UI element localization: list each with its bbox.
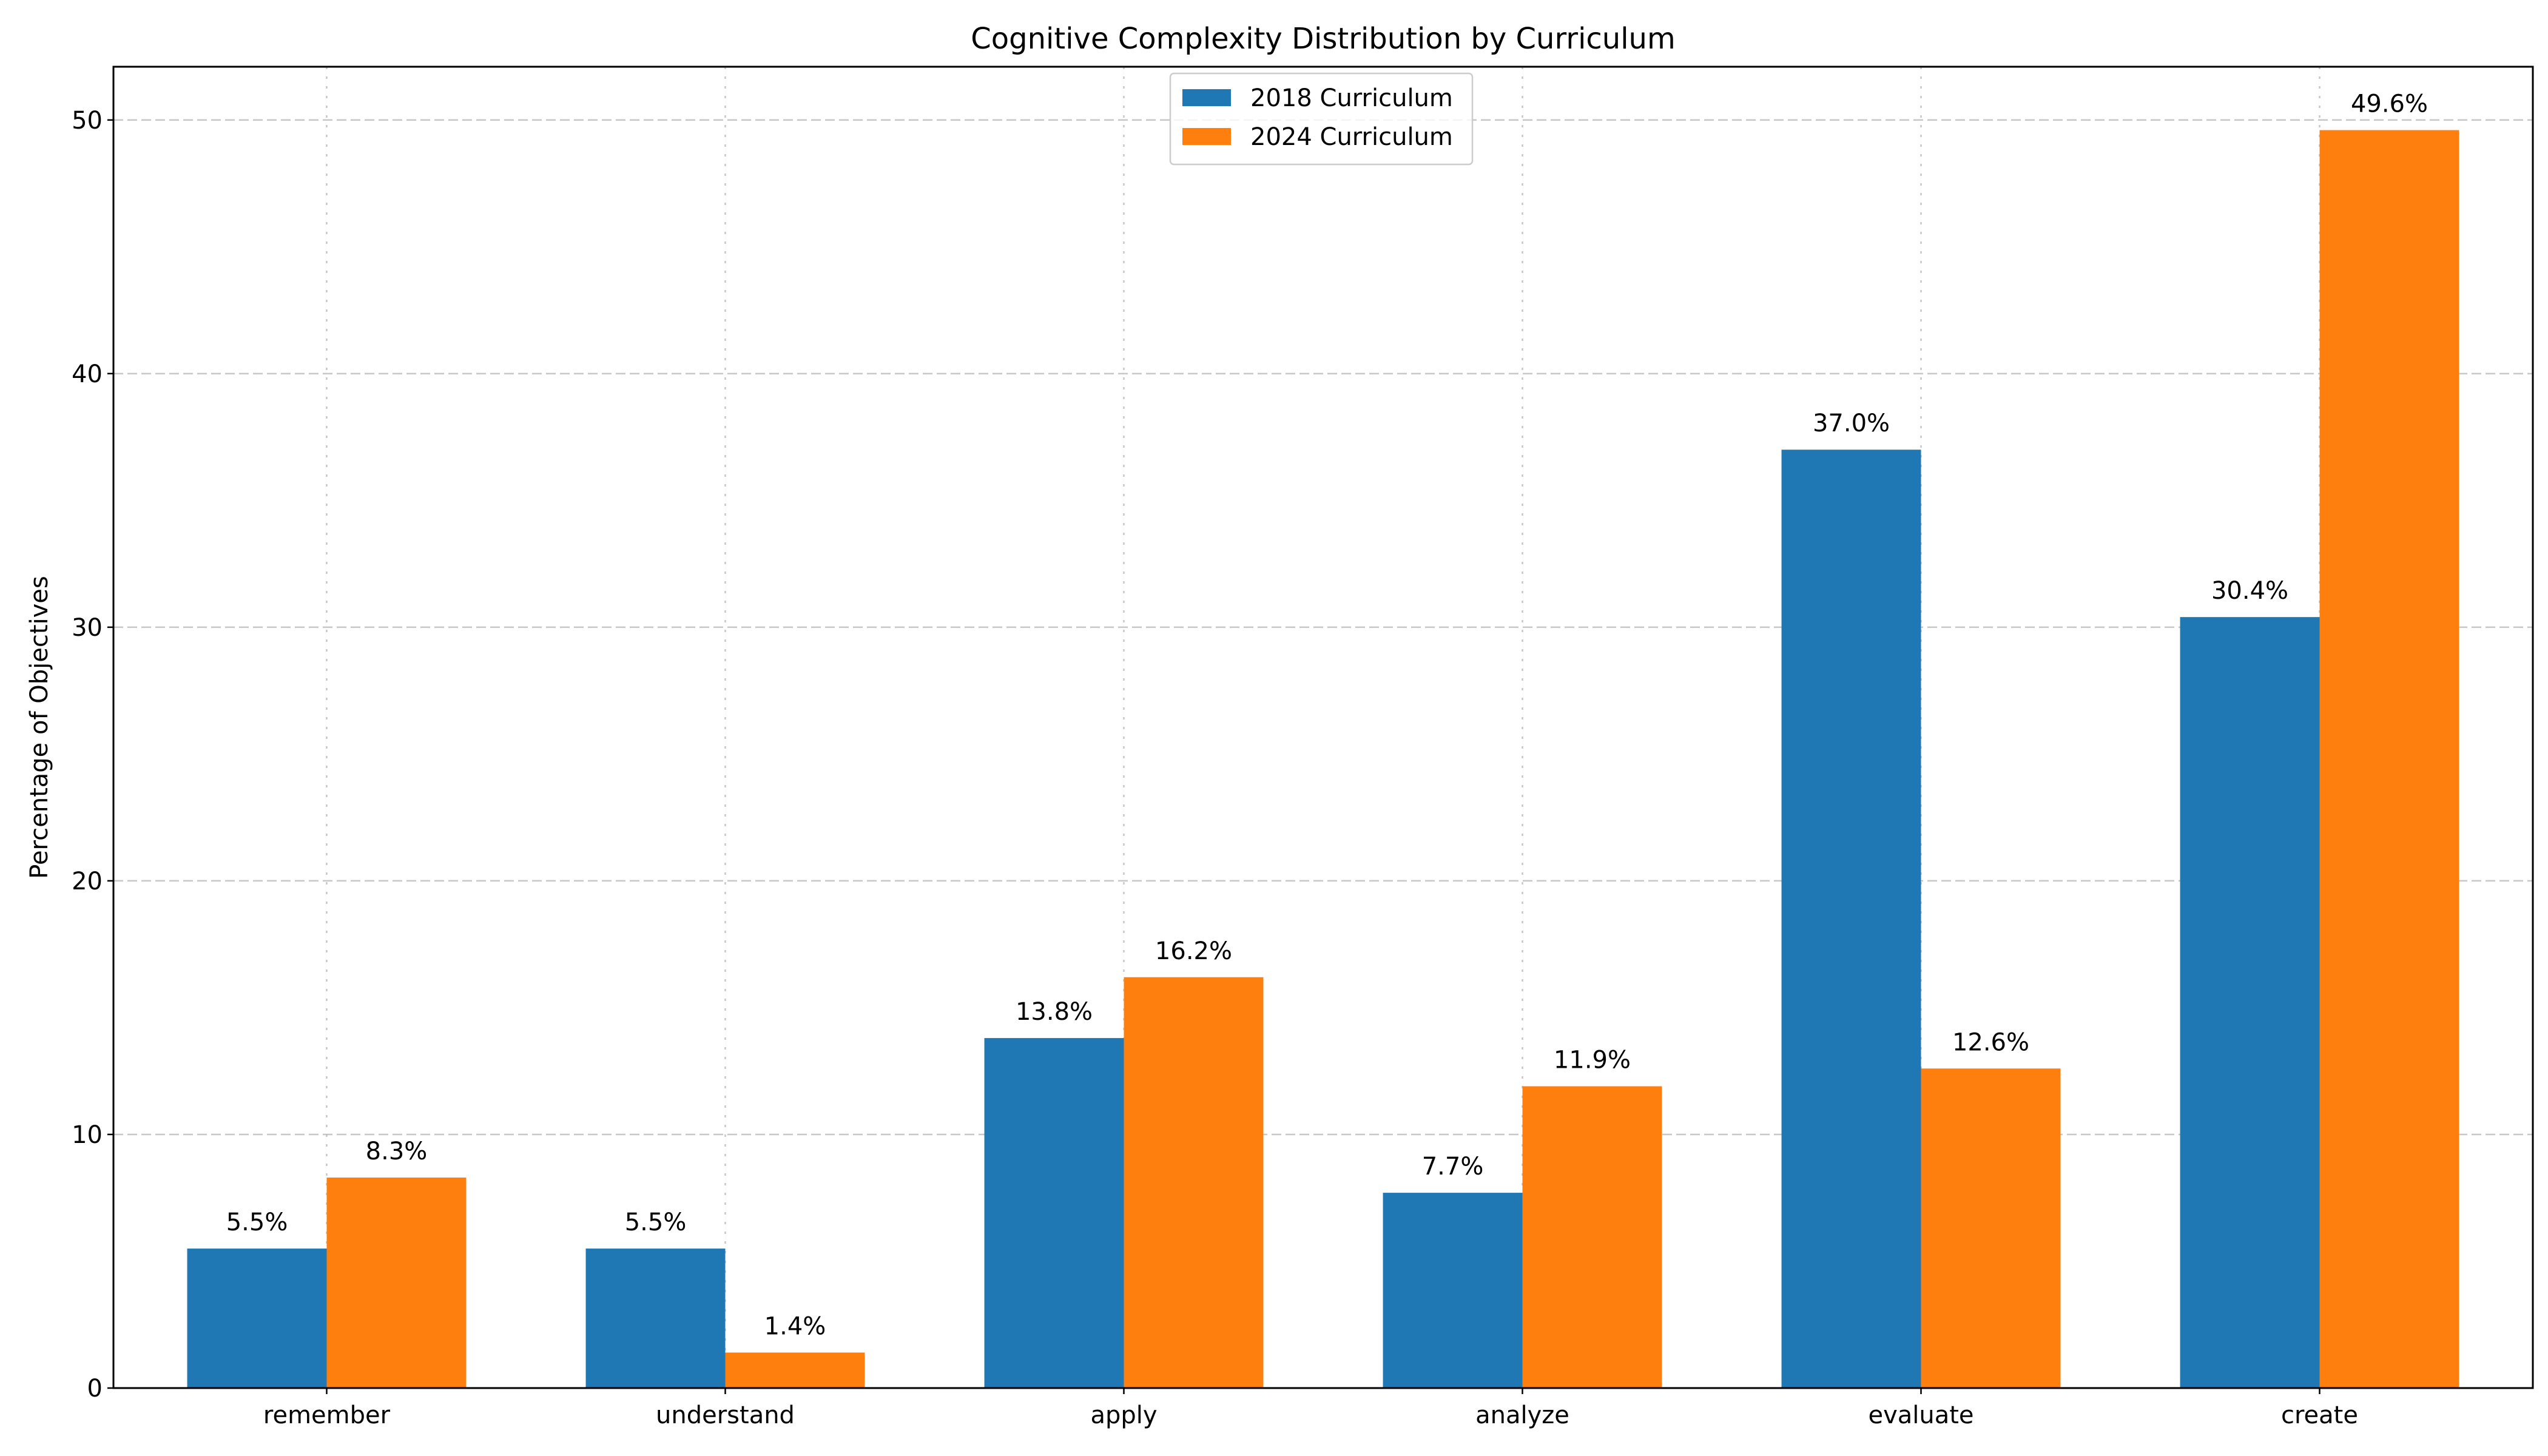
x-tick-label: create [2281,1401,2358,1429]
y-axis: 0 10 20 30 40 50 [72,107,113,1403]
y-tick-label: 40 [72,360,103,388]
bar-2024-remember [326,1178,467,1388]
bar-2024-understand [725,1352,865,1388]
x-axis: remember understand apply analyze evaluate cr… [263,1388,2358,1429]
legend-swatch [1182,128,1231,145]
bar-2024-analyze [1522,1086,1662,1388]
x-tick-label: apply [1090,1401,1157,1429]
x-tick-label: remember [263,1401,391,1429]
y-tick-label: 20 [72,868,103,895]
legend-label: 2024 Curriculum [1250,123,1453,151]
bar-2018-understand [585,1249,726,1388]
bar-2018-remember [187,1249,327,1388]
x-tick-label: understand [656,1401,795,1429]
legend: 2018 Curriculum 2024 Curriculum [1169,72,1474,166]
bar-2018-analyze [1383,1193,1523,1388]
bar-2018-apply [984,1038,1124,1388]
data-label: 30.4% [2211,577,2288,605]
data-label: 5.5% [625,1208,687,1236]
legend-box [1169,72,1474,166]
legend-label: 2018 Curriculum [1250,84,1453,112]
y-axis-label: Percentage of Objectives [25,576,53,879]
y-tick-label: 30 [72,614,103,642]
data-label: 49.6% [2351,90,2428,118]
data-label: 12.6% [1952,1028,2029,1056]
data-label: 11.9% [1554,1046,1631,1074]
bars [187,130,2459,1389]
plot-frame [112,66,2534,1389]
data-label: 7.7% [1422,1153,1484,1181]
bar-2024-evaluate [1921,1068,2061,1388]
data-label: 37.0% [1813,410,1890,437]
x-tick-label: analyze [1475,1401,1569,1429]
x-tick-label: evaluate [1868,1401,1973,1429]
data-label: 8.3% [366,1138,428,1165]
legend-swatch [1182,89,1231,106]
bar-2018-evaluate [1781,450,1921,1388]
y-tick-label: 50 [72,107,103,135]
bar-2018-create [2180,617,2320,1388]
bar-2024-apply [1124,977,1264,1388]
y-tick-label: 10 [72,1121,103,1149]
chart-title: Cognitive Complexity Distribution by Cur… [971,22,1675,56]
bar-2024-create [2319,130,2459,1389]
data-label: 1.4% [764,1312,826,1340]
y-tick-label: 0 [87,1375,103,1403]
data-label: 13.8% [1016,998,1093,1026]
data-label: 16.2% [1155,937,1232,965]
data-label: 5.5% [226,1208,288,1236]
data-labels: 5.5% 5.5% 13.8% 7.7% 37.0% 30.4% 8.3% 1.4% 16.2%… [226,90,2428,1341]
